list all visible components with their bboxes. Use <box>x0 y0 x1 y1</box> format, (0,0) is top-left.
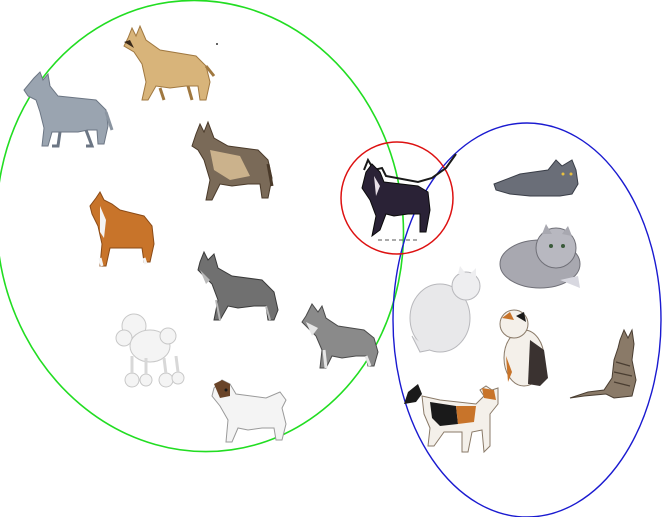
miniature-schnauzer-icon <box>301 303 379 369</box>
jack-russell-terrier-icon <box>211 379 287 443</box>
poodle-icon <box>115 313 185 388</box>
australian-cattle-dog-icon <box>23 71 114 148</box>
belgian-tervuren-icon <box>191 120 274 201</box>
cat-group-outline <box>392 122 662 517</box>
calico-cat-icon <box>404 384 499 454</box>
lying-grey-cat-icon <box>493 159 579 197</box>
belgian-malinois-icon <box>123 24 216 101</box>
scottish-fold-cat-icon <box>499 309 548 387</box>
boxer-icon <box>89 191 155 267</box>
dog-group-outline <box>0 0 405 453</box>
stray-mark <box>216 43 218 45</box>
white-cat-icon <box>409 266 481 353</box>
tabby-cat-icon <box>569 328 637 399</box>
giant-schnauzer-icon <box>197 250 279 321</box>
persian-cat-icon <box>499 224 581 289</box>
ambiguous-group-outline <box>340 141 454 255</box>
hairless-cat-icon <box>361 153 457 241</box>
